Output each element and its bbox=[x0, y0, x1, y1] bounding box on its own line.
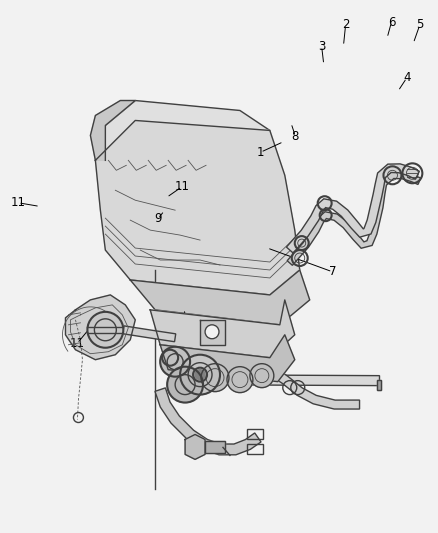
Text: 11: 11 bbox=[225, 329, 240, 342]
Circle shape bbox=[160, 347, 190, 377]
Polygon shape bbox=[200, 320, 225, 345]
Polygon shape bbox=[90, 101, 135, 160]
Polygon shape bbox=[185, 434, 205, 459]
Circle shape bbox=[201, 364, 229, 392]
Text: 6: 6 bbox=[388, 15, 395, 29]
Circle shape bbox=[180, 355, 220, 394]
Text: 4: 4 bbox=[403, 71, 410, 84]
Circle shape bbox=[88, 312, 124, 348]
Polygon shape bbox=[100, 101, 270, 185]
Circle shape bbox=[167, 367, 203, 402]
Bar bbox=[378, 379, 381, 390]
Circle shape bbox=[227, 367, 253, 393]
Polygon shape bbox=[130, 270, 310, 325]
Polygon shape bbox=[209, 360, 360, 409]
Polygon shape bbox=[155, 388, 261, 455]
Text: 11: 11 bbox=[11, 196, 26, 209]
Text: 3: 3 bbox=[318, 39, 325, 53]
Polygon shape bbox=[66, 295, 135, 360]
Polygon shape bbox=[123, 326, 176, 342]
Text: 7: 7 bbox=[329, 265, 336, 278]
Text: 2: 2 bbox=[342, 18, 350, 31]
Circle shape bbox=[195, 370, 205, 379]
Polygon shape bbox=[175, 375, 379, 385]
Polygon shape bbox=[160, 335, 295, 382]
Circle shape bbox=[250, 364, 274, 387]
Polygon shape bbox=[286, 164, 419, 253]
Text: 8: 8 bbox=[292, 130, 299, 143]
Polygon shape bbox=[150, 300, 295, 358]
Text: 1: 1 bbox=[257, 146, 264, 159]
Bar bbox=[247, 430, 263, 439]
Bar bbox=[205, 441, 225, 454]
Text: 10: 10 bbox=[179, 316, 194, 329]
Text: 9: 9 bbox=[154, 212, 162, 225]
Text: 11: 11 bbox=[70, 337, 85, 350]
Bar bbox=[247, 445, 263, 455]
Polygon shape bbox=[95, 120, 300, 295]
Text: 11: 11 bbox=[174, 180, 189, 193]
Circle shape bbox=[205, 325, 219, 339]
Bar bbox=[378, 379, 381, 390]
Bar bbox=[205, 441, 225, 454]
Polygon shape bbox=[287, 172, 421, 265]
Text: 5: 5 bbox=[416, 18, 424, 31]
